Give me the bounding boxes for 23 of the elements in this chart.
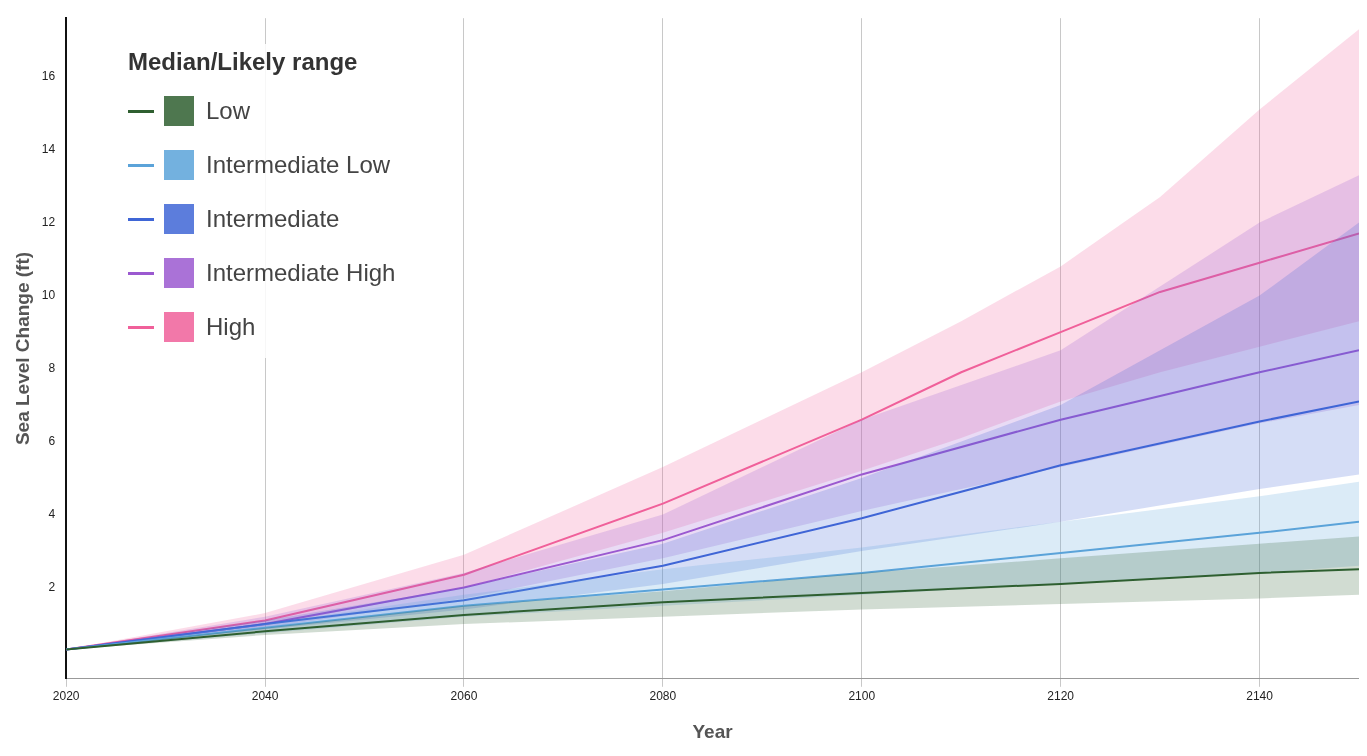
x-tick-label: 2020 (52, 689, 80, 704)
legend-label: Intermediate High (206, 259, 396, 287)
x-tick-label: 2100 (848, 689, 876, 704)
legend-label: Low (206, 97, 251, 125)
legend-title: Median/Likely range (128, 48, 359, 76)
x-tick-label: 2040 (251, 689, 279, 704)
y-tick-label: 14 (41, 141, 56, 156)
y-tick-label: 8 (48, 360, 56, 375)
y-tick-label: 10 (41, 287, 56, 302)
x-tick-label: 2080 (649, 689, 677, 704)
x-tick-label: 2140 (1246, 689, 1274, 704)
y-tick-label: 6 (48, 433, 56, 448)
x-axis-title: Year (692, 720, 734, 742)
y-tick-label: 16 (41, 68, 56, 83)
x-tick-label: 2120 (1047, 689, 1075, 704)
legend-label: High (206, 313, 256, 341)
y-tick-label: 12 (41, 214, 56, 229)
y-axis-title: Sea Level Change (ft) (11, 251, 33, 446)
x-tick-label: 2060 (450, 689, 478, 704)
legend-label: Intermediate Low (206, 151, 391, 179)
legend-label: Intermediate (206, 205, 340, 233)
y-tick-label: 4 (48, 506, 56, 521)
y-tick-label: 2 (48, 579, 56, 594)
